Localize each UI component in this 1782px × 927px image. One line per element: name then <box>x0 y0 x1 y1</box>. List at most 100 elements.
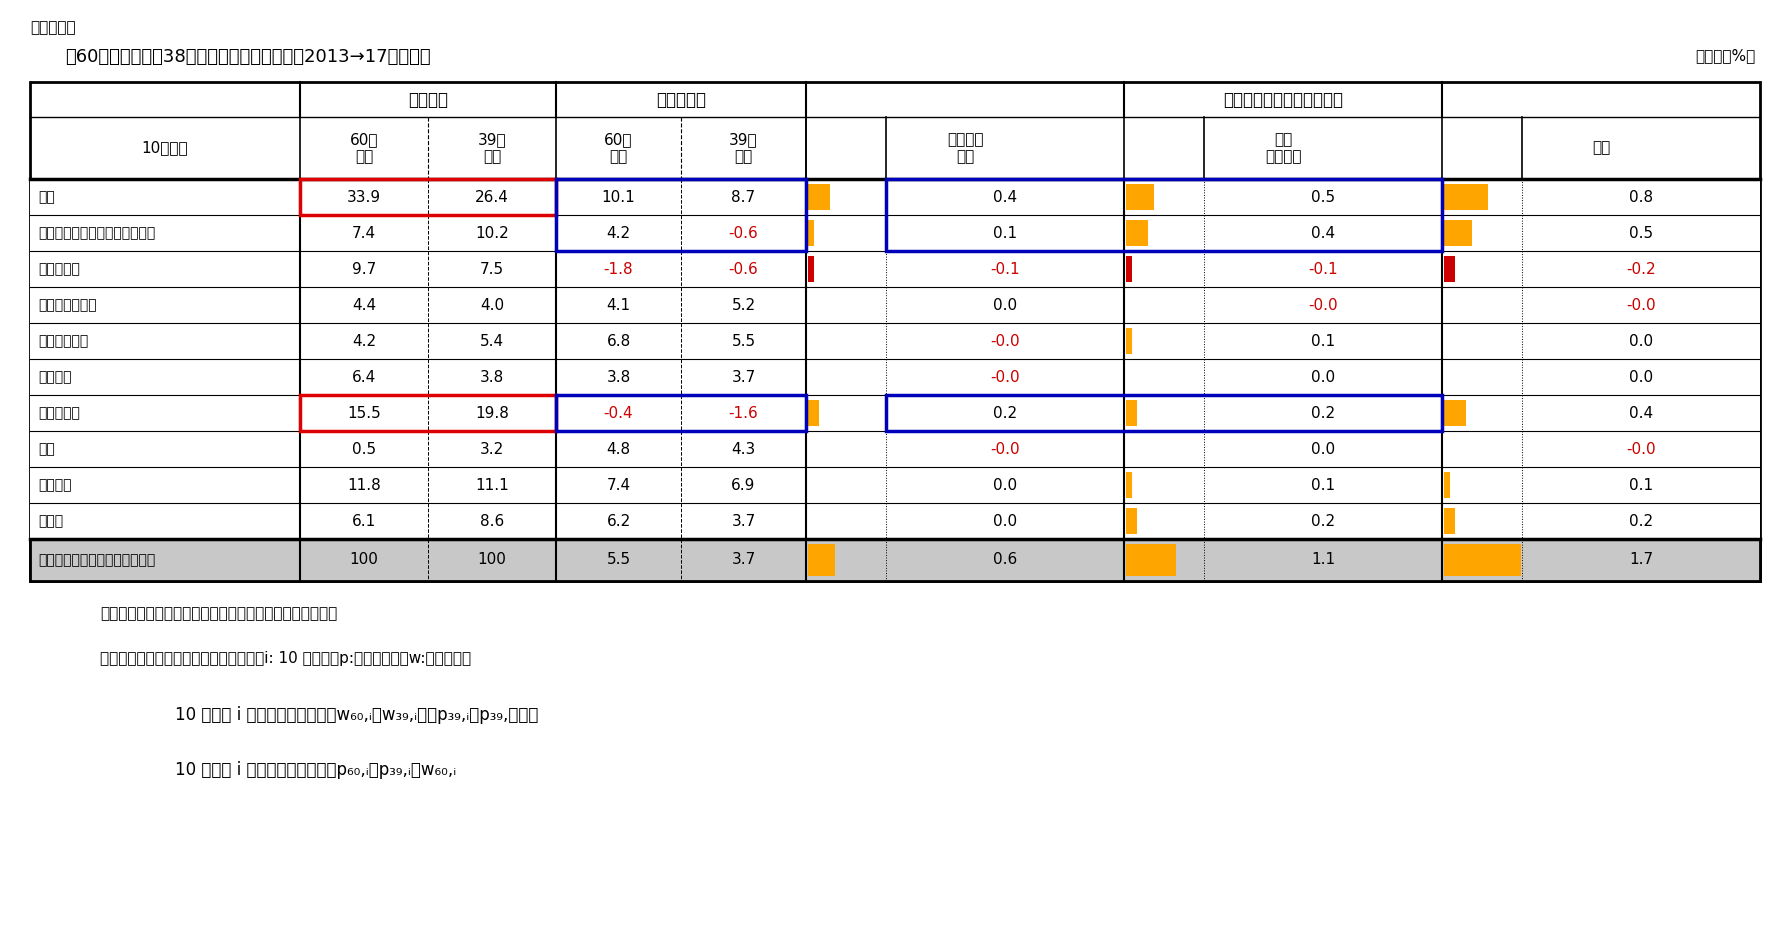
Text: 品目
選択要因: 品目 選択要因 <box>1265 132 1301 164</box>
Text: 6.1: 6.1 <box>351 514 376 528</box>
Text: 0.4: 0.4 <box>1312 225 1335 240</box>
Text: 5.4: 5.4 <box>479 334 504 349</box>
Text: 7.4: 7.4 <box>606 477 631 492</box>
Text: 0.5: 0.5 <box>351 441 376 456</box>
Text: 6.8: 6.8 <box>606 334 631 349</box>
Text: 交通・通信: 交通・通信 <box>37 406 80 420</box>
Bar <box>30 323 1761 359</box>
Bar <box>1443 508 1454 534</box>
Text: （単位：%）: （単位：%） <box>1695 48 1755 63</box>
Text: -0.1: -0.1 <box>991 261 1019 276</box>
Bar <box>1443 256 1454 282</box>
Text: 3.2: 3.2 <box>479 441 504 456</box>
Text: 0.2: 0.2 <box>1629 514 1654 528</box>
Bar <box>807 400 820 426</box>
Bar <box>30 467 1761 503</box>
Text: 0.2: 0.2 <box>993 405 1018 421</box>
Bar <box>1443 472 1449 498</box>
Text: 0.8: 0.8 <box>1629 189 1654 205</box>
Text: -0.0: -0.0 <box>1308 298 1338 312</box>
Text: 10 大費目 i のウェイト要因　（w₆₀,ᵢ－w₃₉,ᵢ）（p₃₉,ᵢ－p₃₉,総合）: 10 大費目 i のウェイト要因 （w₆₀,ᵢ－w₃₉,ᵢ）（p₃₉,ᵢ－p₃₉… <box>175 706 538 724</box>
Text: 諸雑費: 諸雑費 <box>37 514 62 528</box>
Text: 10.1: 10.1 <box>602 189 636 205</box>
Bar <box>886 179 1442 251</box>
Text: 0.5: 0.5 <box>1629 225 1654 240</box>
Text: 0.0: 0.0 <box>1312 370 1335 385</box>
Text: -0.0: -0.0 <box>991 334 1019 349</box>
Text: 4.8: 4.8 <box>606 441 631 456</box>
Text: 0.1: 0.1 <box>993 225 1018 240</box>
Text: 0.0: 0.0 <box>1629 334 1654 349</box>
Text: 100: 100 <box>478 552 506 567</box>
Text: -0.0: -0.0 <box>1627 298 1655 312</box>
Text: 0.0: 0.0 <box>1312 441 1335 456</box>
Bar <box>30 287 1761 323</box>
Text: 教養娯楽: 教養娯楽 <box>37 478 71 492</box>
Text: 保健医療: 保健医療 <box>37 370 71 384</box>
Text: 光熱・水道: 光熱・水道 <box>37 262 80 276</box>
Text: -0.0: -0.0 <box>991 370 1019 385</box>
Text: 0.1: 0.1 <box>1312 334 1335 349</box>
Bar <box>1126 184 1153 210</box>
Text: 物価上昇率の差の要因分解: 物価上昇率の差の要因分解 <box>1222 91 1344 108</box>
Text: 物価上昇率: 物価上昇率 <box>656 91 706 108</box>
Text: 合計: 合計 <box>1591 141 1611 156</box>
Text: 0.0: 0.0 <box>1629 370 1654 385</box>
Bar <box>1126 328 1132 354</box>
Bar <box>1443 184 1488 210</box>
Bar <box>1443 400 1467 426</box>
Text: 3.8: 3.8 <box>606 370 631 385</box>
Text: 60歳
以上: 60歳 以上 <box>349 132 378 164</box>
Text: -0.4: -0.4 <box>604 405 633 421</box>
Text: 0.0: 0.0 <box>993 477 1018 492</box>
Bar <box>556 179 805 251</box>
Text: （図表２）: （図表２） <box>30 20 75 35</box>
Text: 5.5: 5.5 <box>731 334 756 349</box>
Text: 0.1: 0.1 <box>1312 477 1335 492</box>
Bar <box>1126 256 1132 282</box>
Text: 被服及び履物: 被服及び履物 <box>37 334 89 348</box>
Text: 8.6: 8.6 <box>479 514 504 528</box>
Text: 39歳
以下: 39歳 以下 <box>478 132 506 164</box>
Bar <box>30 395 1761 431</box>
Text: 0.2: 0.2 <box>1312 514 1335 528</box>
Text: 8.7: 8.7 <box>731 189 756 205</box>
Text: 「60歳以上」と「38歳以下」の物価上昇率（2013→17年）の差: 「60歳以上」と「38歳以下」の物価上昇率（2013→17年）の差 <box>64 48 431 66</box>
Text: 26.4: 26.4 <box>476 189 510 205</box>
Text: 総合（持家の帰属家賃を除く）: 総合（持家の帰属家賃を除く） <box>37 553 155 567</box>
Text: 0.1: 0.1 <box>1629 477 1654 492</box>
Text: 1.7: 1.7 <box>1629 552 1654 567</box>
Bar <box>30 431 1761 467</box>
Text: 39歳
以下: 39歳 以下 <box>729 132 757 164</box>
Bar <box>30 251 1761 287</box>
Text: 15.5: 15.5 <box>347 405 381 421</box>
Bar <box>299 179 556 215</box>
Bar <box>1443 220 1472 246</box>
Text: -0.0: -0.0 <box>1627 441 1655 456</box>
Text: 7.4: 7.4 <box>351 225 376 240</box>
Bar <box>30 359 1761 395</box>
Bar <box>30 215 1761 251</box>
Text: 11.8: 11.8 <box>347 477 381 492</box>
Text: -0.2: -0.2 <box>1627 261 1655 276</box>
Text: -0.0: -0.0 <box>991 441 1019 456</box>
Text: 0.2: 0.2 <box>1312 405 1335 421</box>
Text: -1.6: -1.6 <box>729 405 759 421</box>
Text: 10大費目: 10大費目 <box>143 141 189 156</box>
Text: 1.1: 1.1 <box>1312 552 1335 567</box>
Text: 33.9: 33.9 <box>347 189 381 205</box>
Bar <box>807 544 836 576</box>
Bar <box>1126 220 1148 246</box>
Text: 3.7: 3.7 <box>731 552 756 567</box>
Text: （備考）要因分解の式は以下の通り。（i: 10 大費目　p:物価上昇率　w:ウェイト）: （備考）要因分解の式は以下の通り。（i: 10 大費目 p:物価上昇率 w:ウェ… <box>100 651 470 666</box>
Bar <box>299 395 556 431</box>
Bar <box>30 82 1761 581</box>
Text: （資料）総務省統計局「消費者物価指数」、「家計調査」: （資料）総務省統計局「消費者物価指数」、「家計調査」 <box>100 606 337 621</box>
Text: ウェイト: ウェイト <box>408 91 447 108</box>
Bar <box>807 184 830 210</box>
Bar <box>30 539 1761 581</box>
Text: 3.8: 3.8 <box>479 370 504 385</box>
Text: 11.1: 11.1 <box>476 477 510 492</box>
Text: 6.2: 6.2 <box>606 514 631 528</box>
Text: 19.8: 19.8 <box>476 405 510 421</box>
